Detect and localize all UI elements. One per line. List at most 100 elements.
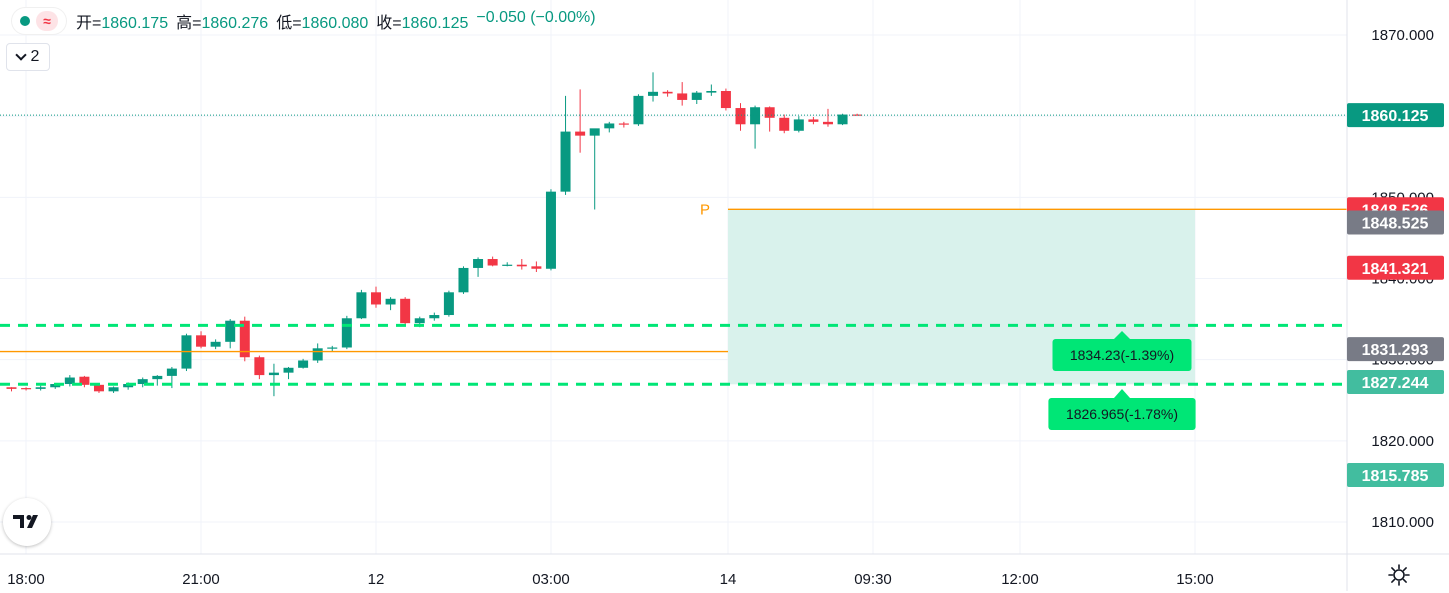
indicators-count: 2	[30, 48, 40, 65]
candle-body	[196, 335, 207, 347]
market-open-dot-icon	[20, 16, 30, 26]
price-badge: 1827.244	[1362, 375, 1429, 392]
candle-body	[283, 367, 294, 373]
last-price-badge: 1860.125	[1362, 108, 1429, 125]
price-badge: 1815.785	[1362, 468, 1429, 485]
x-tick-label: 14	[720, 571, 737, 588]
candle-body	[21, 388, 32, 390]
legend-header: ≈ 开=1860.175 高=1860.276 低=1860.080 收=186…	[12, 6, 596, 36]
indicators-collapse-button[interactable]: 2	[6, 43, 50, 71]
x-tick-label: 09:30	[854, 571, 892, 588]
candlestick-series	[6, 72, 863, 397]
market-status-pill[interactable]: ≈	[12, 8, 66, 34]
candle-body	[298, 360, 309, 368]
candle-body	[312, 348, 323, 361]
candle-body	[604, 123, 615, 129]
candle-body	[779, 117, 790, 131]
candle-body	[6, 387, 17, 389]
candle-body	[560, 131, 571, 192]
candle-body	[443, 292, 454, 316]
candle-body	[808, 119, 819, 122]
target-upper-label-box	[1052, 339, 1192, 371]
candle-body	[400, 298, 411, 324]
candle-body	[822, 121, 833, 125]
high-value: 1860.276	[201, 15, 269, 32]
candle-body	[35, 387, 46, 389]
candle-body	[735, 108, 746, 125]
ohlc-values: 开=1860.175 高=1860.276 低=1860.080 收=1860.…	[76, 9, 596, 33]
y-tick-label: 1820.000	[1371, 433, 1434, 450]
candle-body	[356, 292, 367, 319]
candle-body	[618, 123, 629, 125]
candle-body	[677, 93, 688, 100]
price-badge-box	[1347, 463, 1444, 488]
target-upper-label[interactable]: 1834.23(-1.39%)	[1052, 331, 1192, 371]
price-badge-box	[1347, 255, 1444, 280]
candle-body	[575, 131, 586, 136]
candle-body	[108, 387, 119, 392]
last-price-badge-box	[1347, 103, 1444, 128]
candle-body	[166, 368, 177, 376]
x-tick-label: 12:00	[1001, 571, 1039, 588]
target-lower-label-text: 1826.965(-1.78%)	[1066, 406, 1178, 422]
y-tick-label: 1810.000	[1371, 514, 1434, 531]
low-value: 1860.080	[301, 15, 369, 32]
target-upper-label-pointer	[1114, 331, 1130, 339]
close-label: 收=	[376, 15, 402, 32]
candle-body	[414, 318, 425, 324]
candle-body	[720, 91, 731, 109]
price-badge: 1848.525	[1362, 215, 1429, 232]
x-tick-label: 12	[368, 571, 385, 588]
candle-body	[487, 259, 498, 266]
candle-body	[327, 347, 338, 349]
candle-body	[79, 376, 90, 385]
x-tick-label: 21:00	[182, 571, 220, 588]
price-badge: 1831.293	[1362, 342, 1429, 359]
price-badge-box	[1347, 337, 1444, 362]
position-marker: P	[700, 201, 710, 218]
target-lower-label-box	[1048, 398, 1196, 430]
high-label: 高=	[176, 15, 202, 32]
x-tick-label: 03:00	[532, 571, 570, 588]
candle-body	[152, 375, 163, 380]
wave-icon: ≈	[36, 11, 58, 31]
candle-body	[852, 114, 863, 116]
candle-body	[531, 266, 542, 269]
change-value: −0.050 (−0.00%)	[476, 9, 596, 26]
price-badge: 1841.321	[1362, 261, 1429, 278]
candle-body	[458, 267, 469, 293]
candle-body	[764, 107, 775, 118]
candle-body	[225, 320, 236, 342]
candle-body	[648, 91, 659, 96]
candle-body	[662, 91, 673, 94]
gear-icon[interactable]	[1386, 562, 1412, 588]
x-tick-label: 18:00	[7, 571, 45, 588]
chevron-down-icon	[14, 49, 27, 61]
y-tick-label: 1870.000	[1371, 27, 1434, 44]
candle-body	[385, 298, 396, 305]
candle-body	[691, 92, 702, 100]
candle-body	[93, 384, 104, 392]
candle-body	[793, 119, 804, 131]
candle-body	[589, 128, 600, 136]
candle-body	[371, 292, 381, 305]
candle-body	[837, 114, 848, 125]
price-badge-box	[1347, 210, 1444, 235]
x-tick-label: 15:00	[1176, 571, 1214, 588]
candle-body	[706, 91, 717, 93]
candle-body	[633, 95, 644, 125]
target-lower-label[interactable]: 1826.965(-1.78%)	[1048, 389, 1196, 430]
candle-body	[341, 318, 352, 348]
target-upper-label-text: 1834.23(-1.39%)	[1070, 347, 1174, 363]
candle-body	[429, 315, 440, 319]
candle-body	[473, 259, 484, 268]
candle-body	[545, 191, 556, 269]
tradingview-logo-icon[interactable]	[3, 498, 51, 546]
open-label: 开=	[76, 15, 102, 32]
price-badge-box	[1347, 370, 1444, 395]
chart-overlays: P 1834.23(-1.39%) 1826.965(-1.78%)	[0, 114, 1347, 430]
candle-body	[502, 264, 513, 266]
low-label: 低=	[276, 15, 302, 32]
